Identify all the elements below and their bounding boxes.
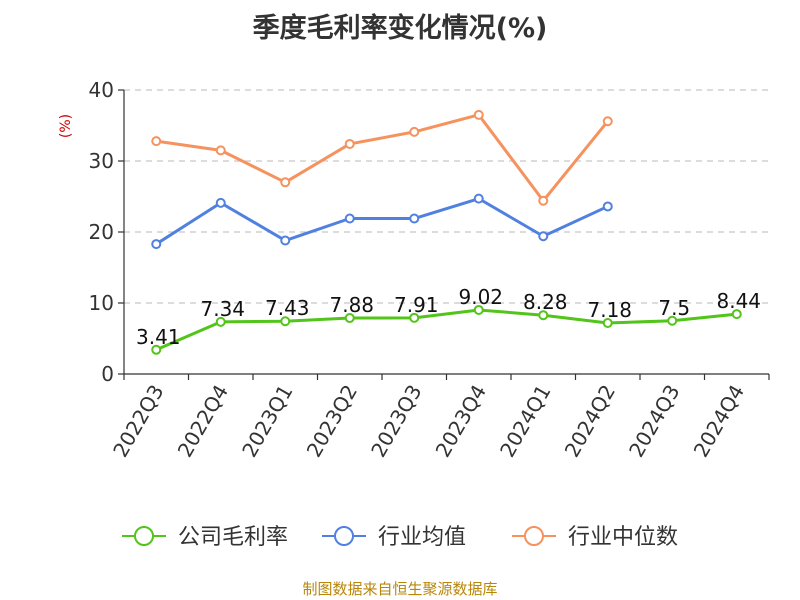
series-line xyxy=(155,308,737,352)
data-label: 7.34 xyxy=(200,297,245,321)
y-tick-label: 30 xyxy=(89,149,114,173)
data-point xyxy=(602,318,613,329)
x-tick-label: 2024Q2 xyxy=(560,381,620,462)
data-point xyxy=(473,193,484,204)
x-tick-label: 2024Q3 xyxy=(624,381,684,462)
data-point xyxy=(215,197,226,208)
data-point xyxy=(280,177,291,188)
x-tick-label: 2024Q1 xyxy=(495,381,555,462)
data-point xyxy=(151,344,162,355)
x-tick-label: 2023Q2 xyxy=(302,381,362,462)
data-label: 3.41 xyxy=(136,325,181,349)
data-label: 8.44 xyxy=(716,289,761,313)
data-point xyxy=(215,145,226,156)
legend-label: 行业中位数 xyxy=(568,525,678,550)
data-point xyxy=(538,195,549,206)
data-label: 7.91 xyxy=(394,293,439,317)
x-tick-label: 2023Q3 xyxy=(366,381,426,462)
legend-item[interactable]: 公司毛利率 xyxy=(122,525,288,550)
chart-title: 季度毛利率变化情况(%) xyxy=(252,13,548,44)
legend-item[interactable]: 行业中位数 xyxy=(512,525,678,550)
legend-label: 行业均值 xyxy=(378,525,466,550)
series-line xyxy=(156,113,609,203)
data-point xyxy=(731,309,742,320)
source-note: 制图数据来自恒生聚源数据库 xyxy=(302,580,498,598)
data-point xyxy=(538,231,549,242)
data-point xyxy=(602,116,613,127)
data-point xyxy=(602,201,613,212)
legend-item[interactable]: 行业均值 xyxy=(322,525,466,550)
legend-marker xyxy=(524,526,544,546)
y-tick-label: 0 xyxy=(101,362,114,386)
series-line xyxy=(155,197,609,246)
y-tick-label: 10 xyxy=(89,291,114,315)
data-label: 7.5 xyxy=(658,296,690,320)
data-point xyxy=(344,138,355,149)
legend-marker xyxy=(334,526,354,546)
x-tick-label: 2022Q3 xyxy=(108,381,168,462)
gridlines xyxy=(124,89,769,304)
data-point xyxy=(473,109,484,120)
x-tick-label: 2023Q1 xyxy=(237,381,297,462)
y-tick-label: 40 xyxy=(89,78,114,102)
y-tick-label: 20 xyxy=(89,220,114,244)
x-tick-label: 2022Q4 xyxy=(173,381,233,462)
data-point xyxy=(215,316,226,327)
data-label: 9.02 xyxy=(458,285,503,309)
legend-marker xyxy=(134,526,154,546)
data-point xyxy=(667,315,678,326)
data-label: 7.18 xyxy=(587,298,632,322)
data-labels: 3.41 7.34 7.43 7.88 7.91 9.02 8.28 7.18 7.5 8.44 xyxy=(136,285,761,349)
x-tick-label: 2023Q4 xyxy=(431,381,491,462)
x-tick-label: 2024Q4 xyxy=(689,381,749,462)
series xyxy=(151,109,742,355)
data-label: 7.88 xyxy=(329,293,374,317)
y-axis-label: (%) xyxy=(58,114,74,138)
data-label: 8.28 xyxy=(523,290,568,314)
data-point xyxy=(344,313,355,324)
data-point xyxy=(409,213,420,224)
data-label: 7.43 xyxy=(265,296,310,320)
legend-label: 公司毛利率 xyxy=(178,525,288,550)
data-point xyxy=(409,126,420,137)
data-point xyxy=(473,304,484,315)
data-point xyxy=(409,312,420,323)
data-point xyxy=(151,136,162,147)
legend: 公司毛利率 行业均值 行业中位数 xyxy=(122,525,678,550)
data-point xyxy=(151,239,162,250)
data-point xyxy=(280,316,291,327)
data-point xyxy=(280,235,291,246)
data-point xyxy=(538,310,549,321)
data-point xyxy=(344,213,355,224)
